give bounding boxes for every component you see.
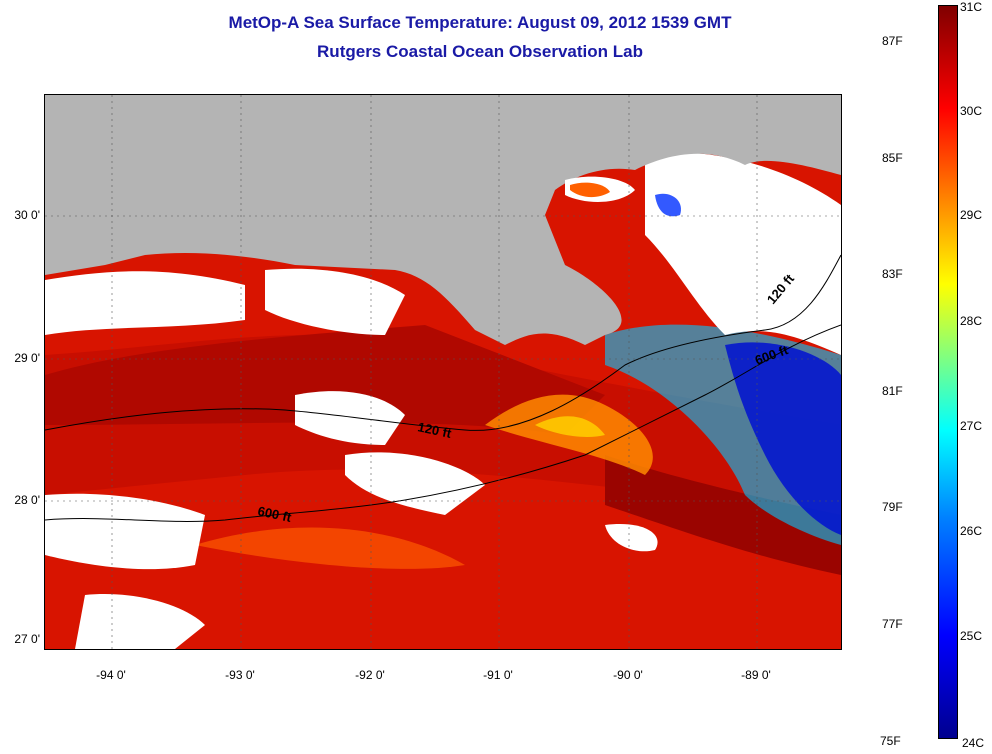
cbar-f-81: 81F — [882, 384, 903, 398]
land-louisiana — [45, 95, 841, 345]
cbar-f-85: 85F — [882, 151, 903, 165]
graticule — [45, 95, 841, 649]
cbar-c-29: 29C — [960, 208, 983, 222]
cbar-c-30: 30C — [960, 104, 983, 118]
sst-front-orange-west — [195, 527, 465, 569]
lon-label-91: -91 0' — [483, 668, 513, 682]
cloud-patch-n — [265, 268, 405, 335]
contour-600ft — [45, 324, 841, 522]
lat-label-27: 27 0' — [14, 632, 40, 646]
lat-label-28: 28 0' — [14, 493, 40, 507]
map-subtitle: Rutgers Coastal Ocean Observation Lab — [317, 42, 643, 61]
cbar-c-24: 24C — [962, 736, 985, 750]
lat-label-29: 29 0' — [14, 351, 40, 365]
cbar-f-79: 79F — [882, 500, 903, 514]
lon-label-90: -90 0' — [613, 668, 643, 682]
cbar-f-83: 83F — [882, 267, 903, 281]
sst-band-hot — [45, 325, 605, 435]
cbar-f-77: 77F — [882, 617, 903, 631]
lon-label-93: -93 0' — [225, 668, 255, 682]
lat-label-30: 30 0' — [14, 208, 40, 222]
sst-map: 120 ft 600 ft 120 ft 600 ft — [44, 94, 842, 650]
cloud-patch-c — [295, 391, 405, 445]
cbar-c-27: 27C — [960, 419, 983, 433]
cloud-patch-nw — [45, 271, 245, 335]
cloud-patch-sw — [45, 493, 205, 570]
sst-band-hot-east — [605, 455, 841, 575]
map-title: MetOp-A Sea Surface Temperature: August … — [228, 13, 732, 32]
contour-label-600ft-west: 600 ft — [256, 503, 293, 525]
cbar-c-28: 28C — [960, 314, 983, 328]
lon-label-94: -94 0' — [96, 668, 126, 682]
cbar-c-31: 31C — [960, 0, 983, 14]
lake-cool-patch — [655, 193, 681, 217]
sst-map-canvas: 120 ft 600 ft 120 ft 600 ft — [45, 95, 841, 649]
cloud-patch-s — [75, 594, 205, 649]
cbar-c-26: 26C — [960, 524, 983, 538]
lon-label-89: -89 0' — [741, 668, 771, 682]
contour-label-120ft-west: 120 ft — [416, 419, 453, 441]
cloud-patch-c2 — [345, 452, 485, 515]
lake-sst-patch — [570, 182, 610, 198]
cbar-c-25: 25C — [960, 629, 983, 643]
cbar-f-75: 75F — [880, 734, 901, 748]
cloud-patch-se — [605, 524, 658, 552]
sst-colorbar — [938, 5, 958, 739]
sst-front-yellow — [535, 416, 605, 437]
contour-120ft — [45, 254, 841, 431]
sst-cool-blue — [725, 342, 841, 535]
cloud-patch-ne — [645, 152, 841, 355]
cbar-f-87: 87F — [882, 34, 903, 48]
lon-label-92: -92 0' — [355, 668, 385, 682]
